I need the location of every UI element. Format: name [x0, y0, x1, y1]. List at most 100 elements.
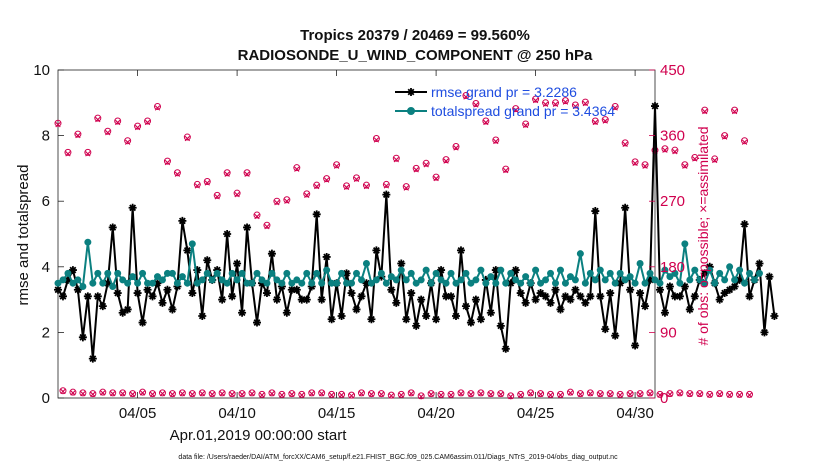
rmse-point	[670, 292, 679, 301]
rmse-point	[397, 259, 406, 268]
rmse-point	[158, 298, 167, 307]
data-marks	[54, 92, 779, 400]
rmse-point	[188, 289, 197, 298]
assimilated-point	[707, 392, 713, 398]
rmse-point	[690, 292, 699, 301]
rmse-point	[596, 292, 605, 301]
assimilated-point	[697, 391, 703, 398]
rmse-point	[357, 292, 366, 301]
rmse-point	[193, 266, 202, 275]
possible-point	[333, 161, 341, 169]
possible-point	[343, 182, 351, 190]
totalspread-point	[462, 269, 470, 277]
assimilated-point	[294, 166, 300, 172]
possible-point	[482, 117, 490, 125]
possible-point	[746, 390, 754, 398]
possible-point	[149, 390, 157, 398]
rmse-point	[322, 252, 331, 261]
possible-point	[621, 139, 629, 147]
rmse-point	[621, 203, 630, 212]
assimilated-point	[612, 105, 618, 111]
assimilated-point	[184, 135, 191, 142]
rmse-point	[740, 220, 749, 229]
assimilated-point	[259, 392, 265, 398]
possible-point	[84, 148, 92, 156]
y-right-tick-label: 360	[660, 128, 685, 145]
possible-point	[417, 392, 425, 400]
totalspread-point	[427, 279, 435, 287]
rmse-point	[382, 190, 391, 199]
assimilated-point	[513, 107, 519, 113]
totalspread-point	[437, 276, 445, 284]
assimilated-point	[234, 191, 240, 198]
assimilated-point	[209, 391, 215, 398]
rmse-point	[546, 298, 555, 307]
assimilated-point	[214, 194, 220, 200]
totalspread-point	[183, 279, 191, 287]
rmse-point	[133, 289, 142, 298]
totalspread-point	[198, 276, 206, 284]
possible-point	[407, 389, 415, 397]
possible-point	[741, 137, 749, 145]
rmse-point	[641, 302, 650, 311]
totalspread-point	[661, 266, 669, 274]
totalspread-point	[417, 276, 425, 284]
assimilated-point	[552, 101, 559, 107]
rmse-point	[292, 285, 301, 294]
assimilated-point	[304, 192, 310, 199]
rmse-point	[387, 285, 396, 294]
possible-point	[188, 390, 196, 398]
possible-point	[701, 106, 709, 114]
assimilated-point	[682, 163, 688, 169]
assimilated-point	[642, 163, 648, 169]
rmse-point	[531, 295, 540, 304]
rmse-point	[461, 302, 470, 311]
possible-point	[233, 189, 241, 197]
assimilated-point	[119, 390, 126, 397]
totalspread-point	[696, 276, 704, 284]
assimilated-point	[284, 198, 290, 204]
rmse-point	[566, 295, 575, 304]
assimilated-point	[428, 391, 434, 398]
possible-point	[611, 102, 619, 110]
possible-point	[427, 390, 435, 398]
possible-point	[646, 389, 654, 397]
possible-point	[308, 389, 316, 397]
totalspread-point	[656, 279, 664, 287]
possible-point	[507, 392, 515, 400]
rmse-point	[606, 289, 615, 298]
rmse-point	[770, 312, 779, 320]
possible-point	[402, 183, 410, 191]
assimilated-point	[508, 393, 514, 400]
rmse-point	[163, 285, 172, 294]
assimilated-point	[672, 148, 678, 155]
totalspread-point	[522, 273, 530, 281]
possible-point	[547, 390, 555, 398]
assimilated-point	[478, 390, 484, 397]
assimilated-point	[433, 175, 439, 182]
totalspread-point	[507, 269, 515, 277]
possible-point	[89, 390, 97, 398]
y-tick-label: 2	[42, 324, 50, 341]
rmse-point	[178, 216, 187, 225]
rmse-point	[715, 295, 724, 304]
assimilated-point	[124, 139, 131, 145]
possible-point	[661, 145, 669, 153]
assimilated-point	[254, 213, 260, 220]
totalspread-point	[721, 276, 729, 284]
totalspread-point	[571, 276, 579, 284]
possible-point	[59, 387, 67, 395]
totalspread-point	[323, 266, 331, 274]
assimilated-point	[463, 94, 469, 100]
totalspread-point	[193, 279, 201, 287]
assimilated-point	[597, 391, 603, 398]
assimilated-point	[388, 393, 395, 399]
possible-point	[522, 120, 530, 128]
totalspread-point	[467, 279, 475, 287]
possible-point	[382, 180, 390, 188]
totalspread-point	[84, 238, 92, 246]
totalspread-point	[158, 276, 166, 284]
rmse-point	[745, 292, 754, 301]
rmse-point	[521, 298, 530, 307]
totalspread-point	[736, 266, 744, 274]
